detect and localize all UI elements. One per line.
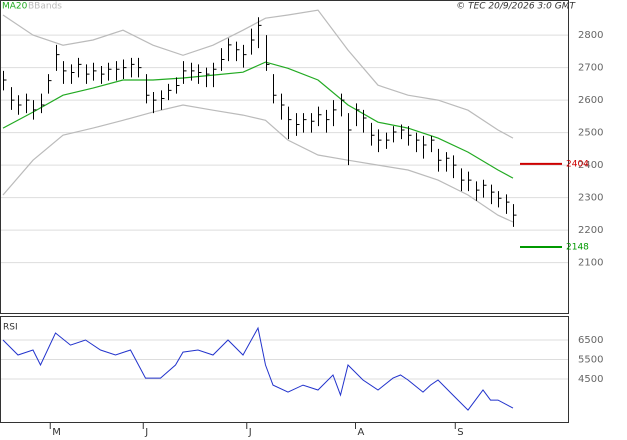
ohlc-bar (191, 62, 195, 81)
ohlc-bar (468, 171, 472, 192)
ohlc-bar (123, 59, 127, 79)
ohlc-bar (266, 35, 270, 71)
x-tick-label: A (358, 427, 365, 438)
ohlc-bar (491, 184, 495, 205)
ohlc-bar (348, 113, 352, 166)
ohlc-bar (78, 57, 82, 78)
ohlc-bar (71, 64, 75, 84)
x-tick-label: S (457, 427, 463, 438)
ohlc-bar (93, 62, 97, 81)
ohlc-bar (146, 74, 150, 104)
price-panel (0, 0, 569, 314)
ohlc-bar (401, 124, 405, 140)
ohlc-bar (498, 191, 502, 208)
rsi-line (2, 326, 514, 411)
y-tick-label: 2500 (578, 128, 603, 139)
level-label: 2148 (566, 243, 589, 253)
ohlc-bar (183, 61, 187, 84)
ohlc-bar (281, 93, 285, 120)
y-tick-label: 2400 (578, 160, 603, 171)
x-tick-label: M (52, 427, 61, 438)
ohlc-bar (423, 135, 427, 159)
ohlc-bar (416, 132, 420, 153)
source: © TEC 20/9/2026 3:0 GMT (456, 2, 576, 12)
ohlc-bar (41, 93, 45, 114)
ohlc-bar (506, 194, 510, 214)
ohlc-bar (333, 100, 337, 127)
y-tick-label: 2300 (578, 193, 603, 204)
y-tick-label: 5500 (578, 355, 603, 366)
ohlc-bar (258, 17, 262, 49)
ohlc-bar (116, 61, 120, 81)
x-tick-label: J (248, 427, 252, 438)
ohlc-bar (11, 87, 15, 110)
ohlc-bar (108, 62, 112, 81)
ohlc-bar (206, 67, 210, 88)
y-tick-label: 2600 (578, 95, 603, 106)
ohlc-bar (236, 41, 240, 62)
ohlc-bar (476, 181, 480, 201)
ohlc-bar (56, 44, 60, 71)
ohlc-bar (3, 70, 7, 91)
y-tick-label: 6500 (578, 335, 603, 346)
y-tick-label: 4500 (578, 374, 603, 385)
ohlc-bar (138, 57, 142, 78)
ohlc-bar (273, 74, 277, 104)
ohlc-bar (63, 61, 67, 84)
ma-line (2, 61, 514, 179)
y-tick-label: 2800 (578, 30, 603, 41)
ohlc-bar (161, 90, 165, 110)
ohlc-bar (213, 62, 217, 88)
ohlc-bar (453, 155, 457, 179)
ohlc-bar (408, 126, 412, 146)
ohlc-bar (386, 132, 390, 149)
ohlc-bar (168, 83, 172, 101)
ohlc-bar (176, 77, 180, 94)
ohlc-bar (26, 93, 30, 114)
ohlc-bar (483, 179, 487, 198)
ohlc-bar (48, 74, 52, 94)
ohlc-bar (363, 109, 367, 133)
ohlc-bar (431, 135, 435, 153)
ohlc-bar (446, 152, 450, 172)
ohlc-bar (288, 106, 292, 140)
ohlc-bar (356, 103, 360, 127)
band-line (2, 104, 514, 223)
level-label: 2404 (566, 159, 589, 169)
ohlc-bar (461, 168, 465, 192)
ohlc-bar (438, 148, 442, 172)
ohlc-bar (311, 113, 315, 133)
y-tick-label: 2200 (578, 225, 603, 236)
ohlc-bar (243, 44, 247, 68)
ohlc-bar (101, 65, 105, 84)
ohlc-bar (393, 126, 397, 143)
ohlc-bar (131, 57, 135, 78)
ohlc-bar (326, 109, 330, 133)
band-line (2, 9, 514, 139)
ohlc-bar (303, 113, 307, 133)
ohlc-bar (18, 95, 22, 115)
ohlc-bar (153, 91, 157, 114)
ohlc-bar (296, 113, 300, 136)
ohlc-bar (86, 64, 90, 84)
ohlc-bar (371, 122, 375, 146)
ohlc-bar (341, 93, 345, 117)
legend-ma20: MA20 (2, 2, 28, 12)
x-tick-label: J (144, 427, 148, 438)
y-tick-label: 2700 (578, 63, 603, 74)
rsi-panel (0, 316, 569, 423)
rsi-title: RSI (3, 323, 18, 333)
ohlc-bar (378, 129, 382, 153)
ohlc-bar (221, 48, 225, 71)
y-tick-label: 2100 (578, 258, 603, 269)
ohlc-bar (318, 106, 322, 127)
ohlc-bar (198, 64, 202, 84)
ohlc-bar (251, 28, 255, 55)
ohlc-bar (228, 38, 232, 62)
ohlc-bar (33, 100, 37, 120)
legend-bbands: BBands (28, 2, 62, 12)
ohlc-bar (513, 204, 517, 227)
